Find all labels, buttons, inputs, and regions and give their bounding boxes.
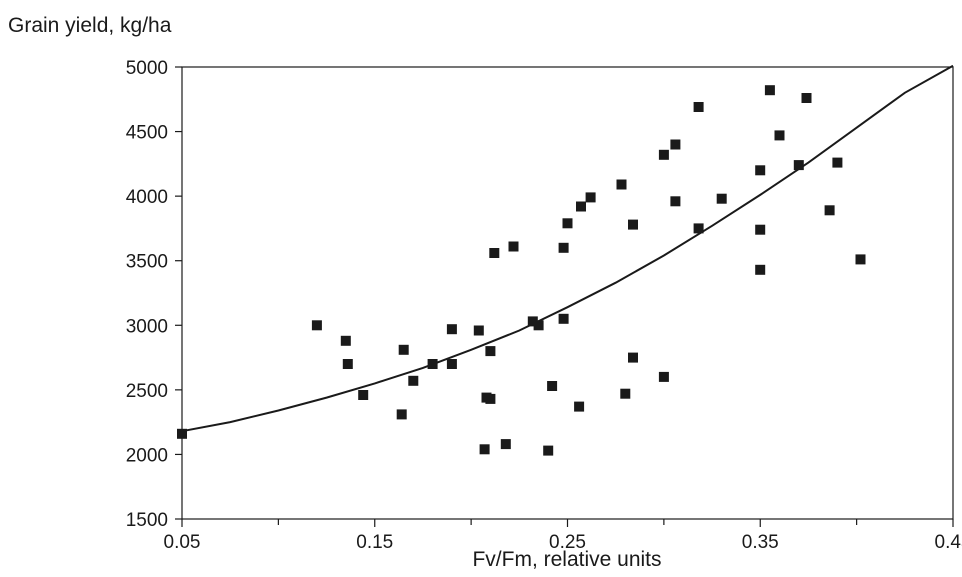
data-point	[774, 130, 785, 141]
x-axis-title: Fv/Fm, relative units	[472, 548, 661, 571]
x-axis: 0.05 0.15 0.25 0.35 0.45	[164, 519, 962, 553]
y-axis-title: Grain yield, kg/ha	[8, 14, 172, 37]
trend-curve-layer	[181, 64, 954, 433]
data-point	[489, 248, 500, 258]
plot-frame	[181, 66, 954, 520]
data-point	[558, 242, 569, 253]
y-tick-label: 5000	[126, 58, 168, 79]
data-point	[398, 344, 409, 355]
data-point	[576, 201, 586, 212]
data-point	[340, 335, 351, 346]
data-point	[628, 352, 638, 363]
data-point	[658, 149, 669, 160]
data-point	[824, 205, 835, 216]
y-tick-label: 3000	[126, 316, 168, 337]
data-point	[801, 93, 812, 103]
data-point	[855, 254, 866, 265]
x-tick-label: 0.05	[164, 532, 201, 553]
data-point	[500, 439, 511, 450]
data-point	[693, 223, 704, 234]
data-point	[311, 320, 322, 331]
data-point	[755, 264, 766, 275]
y-tick-label: 2500	[126, 381, 168, 402]
y-axis: 1500 2000 2500 3000 3500 4000 4500 5000	[126, 58, 182, 531]
data-point	[716, 193, 727, 204]
data-point	[358, 390, 369, 400]
x-tick-label: 0.15	[356, 532, 393, 553]
data-point	[342, 359, 353, 369]
data-point	[485, 346, 496, 357]
data-point	[658, 371, 669, 382]
data-point	[558, 313, 569, 324]
data-point	[620, 388, 631, 399]
data-point	[670, 139, 681, 150]
y-tick-label: 4500	[126, 123, 168, 144]
data-point	[446, 359, 457, 369]
data-point	[755, 224, 766, 235]
data-point	[585, 192, 596, 203]
plot-border	[181, 66, 954, 520]
data-point	[628, 219, 638, 230]
data-point	[396, 409, 407, 420]
x-tick-label: 0.25	[549, 532, 586, 553]
data-point	[764, 85, 775, 96]
y-tick-label: 3500	[126, 252, 168, 273]
data-point	[177, 428, 187, 439]
data-points-layer	[177, 85, 866, 456]
data-point	[574, 401, 585, 412]
x-tick-label: 0.45	[935, 532, 962, 553]
data-point	[485, 393, 496, 404]
data-point	[616, 179, 627, 190]
data-point	[670, 196, 681, 207]
y-tick-label: 1500	[126, 510, 168, 531]
data-point	[446, 324, 457, 335]
data-point	[408, 375, 419, 386]
data-point	[832, 157, 843, 168]
data-point	[508, 241, 519, 252]
data-point	[793, 160, 804, 171]
data-point	[543, 445, 554, 456]
trend-curve	[181, 64, 954, 433]
data-point	[755, 165, 766, 176]
data-point	[427, 359, 438, 369]
data-point	[479, 444, 490, 455]
data-point	[527, 316, 538, 327]
data-point	[693, 102, 704, 112]
y-tick-label: 2000	[126, 445, 168, 466]
data-point	[547, 381, 558, 391]
x-tick-label: 0.35	[742, 532, 779, 553]
data-point	[562, 218, 573, 229]
data-point	[473, 325, 484, 336]
y-tick-label: 4000	[126, 187, 168, 208]
data-point	[533, 320, 544, 331]
